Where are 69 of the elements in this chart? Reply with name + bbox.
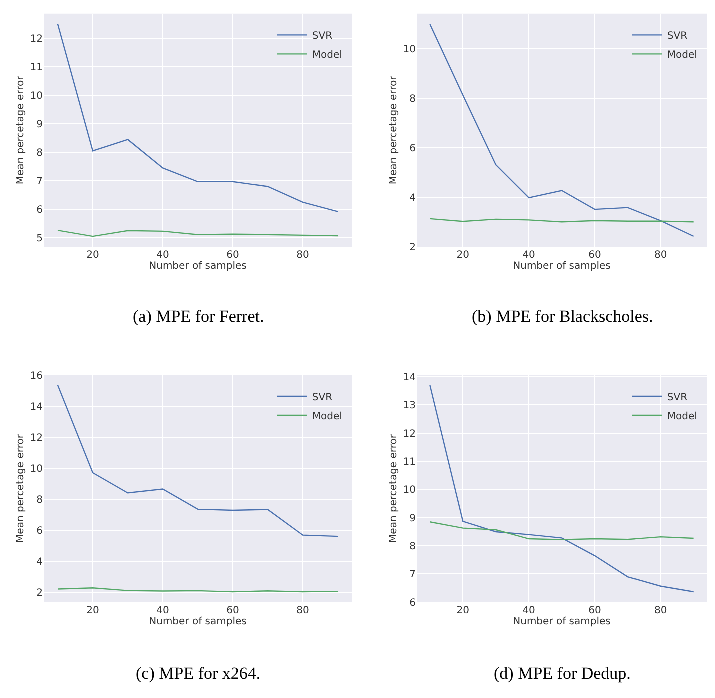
y-tick-label: 11 — [403, 457, 416, 468]
legend-label: Model — [667, 411, 698, 422]
x-tick-label: 40 — [522, 605, 536, 616]
x-tick-label: 80 — [654, 250, 668, 262]
x-tick-label: 20 — [86, 250, 100, 262]
legend-label: SVR — [312, 31, 333, 42]
x-tick-label: 40 — [156, 250, 170, 262]
legend-label: SVR — [667, 392, 688, 404]
legend-label: Model — [312, 50, 342, 62]
y-tick-label: 8 — [36, 148, 43, 160]
y-tick-label: 13 — [403, 400, 416, 412]
y-tick-label: 16 — [30, 370, 43, 382]
y-tick-label: 6 — [410, 144, 416, 155]
y-tick-label: 8 — [410, 94, 416, 106]
text: (d) MPE for Dedup. — [494, 664, 631, 683]
x-tick-label: 20 — [456, 605, 470, 616]
y-tick-label: 6 — [36, 205, 43, 216]
line-series — [430, 522, 694, 540]
y-tick-label: 12 — [30, 34, 43, 46]
y-tick-label: 14 — [403, 372, 416, 384]
y-axis-title: Mean percetage error — [15, 75, 26, 185]
y-tick-label: 8 — [36, 494, 43, 506]
y-tick-label: 10 — [403, 485, 416, 496]
text: (a) MPE for Ferret. — [133, 307, 264, 326]
y-axis-title: Mean percetage error — [388, 75, 400, 185]
y-tick-label: 14 — [30, 402, 43, 413]
y-tick-label: 12 — [30, 432, 43, 444]
x-axis-title: Number of samples — [513, 616, 611, 628]
y-tick-label: 10 — [30, 91, 43, 102]
x-axis-title: Number of samples — [149, 616, 247, 628]
x-tick-label: 80 — [654, 605, 668, 616]
x-tick-label: 20 — [456, 250, 470, 262]
y-axis-title: Mean percetage error — [15, 434, 26, 543]
x-axis-title: Number of samples — [513, 261, 611, 272]
legend-label: SVR — [667, 31, 688, 42]
x-tick-label: 60 — [226, 250, 240, 262]
y-axis-title: Mean percetage error — [388, 434, 400, 543]
y-tick-label: 9 — [410, 513, 416, 524]
x-tick-label: 60 — [588, 250, 602, 262]
text: (c) MPE for x264. — [136, 664, 261, 683]
legend-label: SVR — [312, 392, 333, 404]
y-tick-label: 8 — [410, 542, 416, 553]
y-tick-label: 9 — [36, 120, 43, 131]
legend-label: Model — [667, 50, 698, 62]
x-tick-label: 80 — [296, 250, 310, 262]
x-tick-label: 40 — [522, 250, 536, 262]
y-tick-label: 7 — [36, 176, 43, 188]
x-tick-label: 60 — [588, 605, 602, 616]
y-tick-label: 5 — [36, 233, 43, 244]
line-series — [430, 24, 694, 238]
x-tick-label: 60 — [226, 605, 240, 616]
x-tick-label: 40 — [156, 605, 170, 616]
y-tick-label: 4 — [410, 192, 416, 204]
x-tick-label: 20 — [86, 605, 100, 616]
y-tick-label: 2 — [36, 588, 43, 599]
y-tick-label: 2 — [410, 242, 416, 254]
legend-label: Model — [312, 411, 342, 422]
y-tick-label: 4 — [36, 556, 43, 568]
text: (b) MPE for Blackscholes. — [472, 307, 654, 326]
x-tick-label: 80 — [296, 605, 310, 616]
y-tick-label: 11 — [30, 62, 43, 74]
y-tick-label: 7 — [410, 570, 416, 581]
y-tick-label: 10 — [403, 44, 416, 56]
y-tick-label: 10 — [30, 464, 43, 475]
y-tick-label: 6 — [36, 526, 43, 537]
y-tick-label: 12 — [403, 428, 416, 440]
line-series — [430, 384, 694, 593]
x-axis-title: Number of samples — [149, 261, 247, 272]
y-tick-label: 6 — [410, 598, 416, 609]
